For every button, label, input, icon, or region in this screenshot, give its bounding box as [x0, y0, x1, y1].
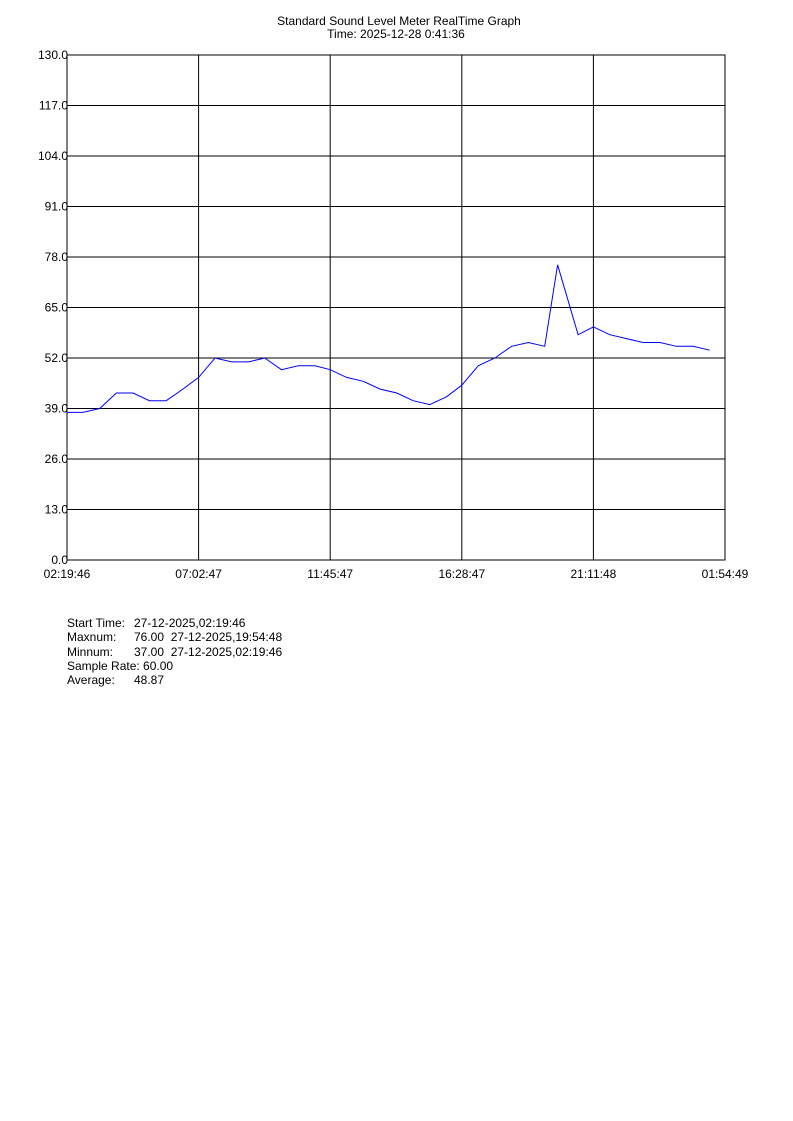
- y-tick-label: 0.0: [51, 553, 68, 567]
- stat-sample-rate: Sample Rate: 60.00: [67, 659, 282, 673]
- x-tick-label: 21:11:48: [570, 567, 616, 581]
- y-tick-label: 39.0: [45, 402, 69, 416]
- y-tick-label: 26.0: [45, 452, 69, 466]
- stat-max-label: Maxnum:: [67, 630, 117, 645]
- plot-frame: [66, 54, 726, 561]
- stat-average: Average: 48.87: [67, 673, 282, 687]
- y-tick-label: 91.0: [45, 200, 69, 214]
- stat-average-value: 48.87: [134, 673, 165, 688]
- y-tick-label: 13.0: [45, 503, 69, 517]
- sound-level-chart: Standard Sound Level Meter RealTime Grap…: [38, 14, 749, 581]
- series-line-sound-level: [67, 264, 710, 413]
- stat-min: Minnum: 37.00 27-12-2025,02:19:46: [67, 645, 282, 659]
- stat-sample-rate-value: 60.00: [143, 658, 174, 673]
- x-tick-label: 07:02:47: [175, 567, 222, 581]
- chart-subtitle: Time: 2025-12-28 0:41:36: [327, 27, 465, 41]
- y-tick-label: 78.0: [45, 250, 69, 264]
- chart-title: Standard Sound Level Meter RealTime Grap…: [277, 14, 521, 28]
- y-tick-label: 65.0: [45, 301, 69, 315]
- stat-start-time-value: 27-12-2025,02:19:46: [134, 616, 246, 630]
- y-tick-label: 104.0: [38, 149, 68, 163]
- stat-min-label: Minnum:: [67, 644, 114, 659]
- x-tick-label: 02:19:46: [44, 567, 91, 581]
- stat-max: Maxnum: 76.00 27-12-2025,19:54:48: [67, 630, 282, 644]
- stat-start-time: Start Time: 27-12-2025,02:19:46: [67, 616, 282, 630]
- stat-average-label: Average:: [67, 673, 115, 688]
- y-tick-label: 52.0: [45, 351, 69, 365]
- x-tick-label: 01:54:49: [702, 567, 749, 581]
- y-axis-ticks: 0.0 13.0 26.0 39.0 52.0 65.0 78.0 91.0 104.0 117.…: [38, 48, 68, 567]
- stat-start-time-label: Start Time:: [67, 616, 126, 630]
- stat-sample-rate-label: Sample Rate:: [67, 658, 140, 673]
- x-tick-label: 16:28:47: [438, 567, 485, 581]
- x-axis-ticks: 02:19:46 07:02:47 11:45:47 16:28:47 21:11:48…: [44, 567, 749, 581]
- y-tick-label: 117.0: [39, 99, 68, 113]
- stat-max-value: 76.00 27-12-2025,19:54:48: [134, 630, 283, 645]
- y-tick-label: 130.0: [38, 48, 68, 62]
- summary-stats: Start Time: 27-12-2025,02:19:46 Maxnum: 76…: [67, 616, 282, 687]
- stat-min-value: 37.00 27-12-2025,02:19:46: [134, 644, 283, 659]
- grid-lines: [67, 55, 725, 560]
- x-tick-label: 11:45:47: [307, 567, 353, 581]
